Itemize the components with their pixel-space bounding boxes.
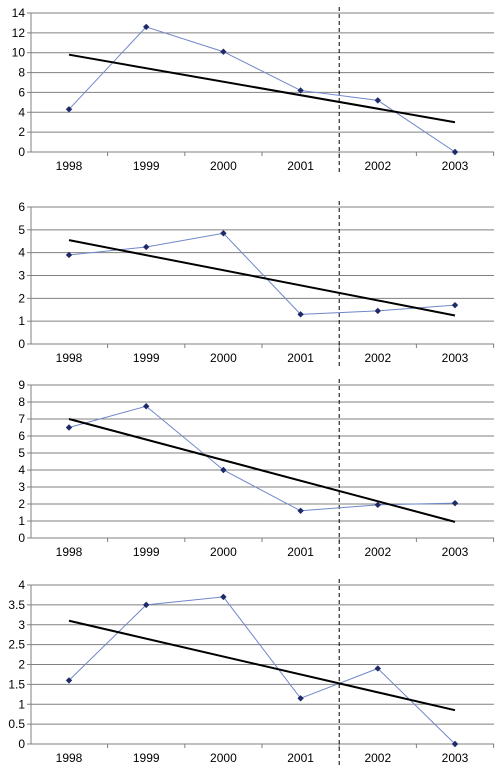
data-point — [374, 501, 381, 509]
y-tick-label: 3 — [18, 269, 25, 283]
y-tick-label: 6 — [18, 429, 25, 443]
data-point — [297, 87, 304, 94]
y-tick-label: 10 — [12, 46, 26, 60]
x-tick-label: 2003 — [442, 159, 469, 173]
x-tick-label: 2001 — [287, 159, 314, 173]
y-tick-label: 0 — [18, 337, 25, 351]
y-tick-label: 1.5 — [8, 677, 25, 691]
chart-panel-1: 0 2 4 6 8 10 12 14 1998 1999 2000 2001 2002 2003 — [12, 6, 495, 174]
y-tick-label: 1 — [18, 514, 25, 528]
trendline — [68, 418, 456, 523]
data-point — [220, 48, 227, 55]
data-point — [220, 230, 227, 237]
x-tick-label: 2002 — [364, 751, 391, 765]
y-tick-label: 2.5 — [8, 638, 25, 652]
x-tick-label: 1998 — [56, 159, 83, 173]
data-point — [374, 97, 381, 104]
data-point — [65, 106, 73, 113]
y-tick-label: 4 — [18, 105, 25, 119]
trendline — [68, 53, 456, 124]
x-tick-label: 2002 — [364, 351, 391, 365]
y-tick-label: 8 — [18, 395, 25, 409]
y-tick-label: 5 — [18, 446, 25, 460]
series-line — [68, 232, 456, 315]
chart-panel-2: 0 1 2 3 4 5 6 1998 1999 2000 2001 2002 2003 — [18, 200, 495, 366]
chart-panel-4: 0 0.5 1 1.5 2 2.5 3 3.5 4 1998 1999 2000 2001 2002 200… — [8, 578, 495, 766]
x-tick-label: 2003 — [442, 545, 469, 559]
x-tick-label: 2001 — [287, 751, 314, 765]
data-point — [143, 243, 150, 251]
y-tick-label: 7 — [18, 412, 25, 426]
x-tick-label: 1999 — [133, 545, 160, 559]
y-tick-label: 3 — [18, 618, 25, 632]
y-tick-label: 8 — [18, 66, 25, 80]
data-point — [451, 740, 459, 748]
series-line — [68, 405, 456, 512]
x-tick-label: 2000 — [210, 351, 237, 365]
data-point — [297, 311, 304, 318]
data-point — [297, 695, 304, 702]
data-point — [451, 499, 459, 507]
y-tick-label: 1 — [18, 314, 25, 328]
y-tick-label: 2 — [18, 497, 25, 511]
x-tick-label: 2000 — [210, 751, 237, 765]
x-tick-label: 2002 — [364, 159, 391, 173]
data-point — [451, 148, 459, 156]
data-point — [143, 23, 150, 31]
x-tick-label: 2001 — [287, 351, 314, 365]
y-tick-label: 0 — [18, 531, 25, 545]
y-tick-label: 1 — [18, 697, 25, 711]
x-tick-label: 1998 — [56, 545, 83, 559]
x-tick-label: 2003 — [442, 751, 469, 765]
data-point — [65, 251, 73, 259]
y-tick-label: 2 — [18, 291, 25, 305]
chart-panel-3: 0 1 2 3 4 5 6 7 8 9 1998 1999 2000 2001 2002 2003 — [18, 378, 495, 560]
y-tick-label: 4 — [18, 246, 25, 260]
y-tick-label: 2 — [18, 658, 25, 672]
y-tick-label: 6 — [18, 200, 25, 214]
y-tick-label: 0 — [18, 737, 25, 751]
y-tick-label: 4 — [18, 578, 25, 592]
data-point — [297, 507, 304, 514]
y-tick-label: 9 — [18, 378, 25, 392]
series-line — [68, 596, 456, 745]
y-tick-label: 3.5 — [8, 598, 25, 612]
x-tick-label: 1998 — [56, 351, 83, 365]
x-tick-label: 1999 — [133, 159, 160, 173]
trendline — [68, 619, 456, 712]
series-line — [68, 26, 456, 153]
x-tick-label: 2000 — [210, 545, 237, 559]
y-tick-label: 12 — [12, 26, 26, 40]
data-point — [65, 677, 73, 684]
y-tick-label: 4 — [18, 463, 25, 477]
data-point — [451, 301, 459, 309]
data-point — [65, 424, 73, 431]
y-tick-label: 2 — [18, 125, 25, 139]
x-tick-label: 1999 — [133, 751, 160, 765]
data-point — [143, 403, 150, 410]
y-tick-label: 0 — [18, 145, 25, 159]
x-tick-label: 2000 — [210, 159, 237, 173]
trendline — [68, 239, 456, 317]
x-tick-label: 2002 — [364, 545, 391, 559]
x-tick-label: 1999 — [133, 351, 160, 365]
x-tick-label: 2003 — [442, 351, 469, 365]
x-tick-label: 2001 — [287, 545, 314, 559]
data-point — [220, 593, 227, 601]
y-tick-label: 14 — [12, 6, 26, 20]
data-point — [374, 307, 381, 315]
y-tick-label: 3 — [18, 480, 25, 494]
data-point — [143, 601, 150, 609]
x-tick-label: 1998 — [56, 751, 83, 765]
y-tick-label: 5 — [18, 223, 25, 237]
y-tick-label: 6 — [18, 85, 25, 99]
y-tick-label: 0.5 — [8, 717, 25, 731]
data-point — [220, 466, 227, 474]
data-point — [374, 665, 381, 672]
